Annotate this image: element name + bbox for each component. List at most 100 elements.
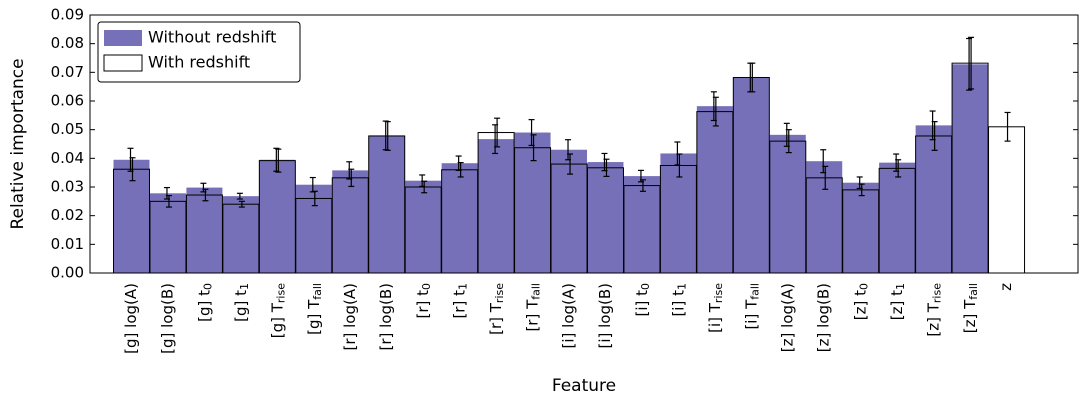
legend-swatch xyxy=(104,30,142,46)
bar xyxy=(514,132,551,273)
x-tick-label: [g] t1 xyxy=(231,283,251,322)
x-tick-label: [z] Tfall xyxy=(961,283,981,333)
bar xyxy=(441,163,478,273)
x-tick-label-main: [i] t xyxy=(669,290,687,317)
x-tick-label: [r] t0 xyxy=(414,283,434,319)
x-tick-label: [g] Tfall xyxy=(304,283,324,335)
error-bar xyxy=(567,153,574,175)
x-tick-label-sub: 1 xyxy=(457,283,470,290)
x-tick-label-sub: rise xyxy=(274,283,287,303)
x-tick-label-sub: rise xyxy=(493,283,506,303)
x-tick-label: [z] log(A) xyxy=(778,283,796,352)
x-tick-label-sub: 1 xyxy=(675,283,688,290)
error-bar xyxy=(129,157,136,182)
x-tick-label-sub: 0 xyxy=(420,283,433,290)
error-bar xyxy=(236,192,243,200)
error-bar xyxy=(639,179,646,192)
error-bar xyxy=(238,200,245,208)
error-bar xyxy=(895,159,902,178)
bar xyxy=(295,184,332,273)
x-tick-label: [i] Tfall xyxy=(742,283,762,330)
bar xyxy=(988,126,1026,274)
y-tick-label: 0.00 xyxy=(51,264,84,282)
x-axis-label: Feature xyxy=(552,376,616,396)
bar xyxy=(259,159,296,273)
legend-box xyxy=(97,21,301,83)
error-bar xyxy=(530,134,537,162)
error-bar xyxy=(1004,111,1011,142)
bar xyxy=(660,153,697,273)
x-tick-label-main: [z] t xyxy=(888,290,906,320)
x-tick-label: [g] t0 xyxy=(195,283,215,322)
y-tick-label: 0.01 xyxy=(51,235,84,253)
x-tick-label-sub: fall xyxy=(311,283,324,300)
x-tick-label-main: [g] T xyxy=(304,299,322,335)
bar xyxy=(222,196,259,273)
bar xyxy=(842,182,879,273)
error-bar xyxy=(494,117,501,148)
legend-swatch xyxy=(103,54,143,72)
x-tick-label: [g] log(B) xyxy=(158,283,176,354)
error-bar xyxy=(457,162,464,178)
x-tick-label: [z] log(B) xyxy=(815,283,833,352)
y-axis-label: Relative importance xyxy=(8,58,28,229)
y-tick-label: 0.09 xyxy=(51,6,84,24)
error-bar xyxy=(749,62,756,93)
error-bar xyxy=(348,168,355,188)
x-tick-label: [i] log(B) xyxy=(596,283,614,349)
y-tick-label: 0.06 xyxy=(51,92,84,110)
x-tick-label-main: [g] t xyxy=(231,290,249,322)
bar xyxy=(769,134,806,273)
error-bar xyxy=(311,190,318,207)
x-tick-label-sub: 0 xyxy=(858,283,871,290)
x-tick-label-sub: 0 xyxy=(639,283,652,290)
bar xyxy=(587,162,624,273)
bar xyxy=(113,159,150,273)
x-tick-label-main: [g] t xyxy=(195,290,213,322)
y-tick-label: 0.08 xyxy=(51,34,84,52)
x-tick-label: [z] t1 xyxy=(888,283,908,320)
bar xyxy=(368,135,405,273)
x-tick-label-main: [g] T xyxy=(268,302,286,338)
error-bar xyxy=(603,158,610,177)
error-bar xyxy=(384,121,391,151)
x-tick-label: [i] t0 xyxy=(632,283,652,317)
error-bar xyxy=(712,96,719,127)
bar xyxy=(405,180,442,273)
x-tick-label: [r] log(A) xyxy=(341,283,359,350)
legend-label: Without redshift xyxy=(148,28,276,47)
error-bar xyxy=(676,153,683,178)
error-bar xyxy=(202,188,209,202)
x-tick-label-main: [r] T xyxy=(487,302,505,335)
legend-label: With redshift xyxy=(148,53,250,72)
bar xyxy=(696,106,733,273)
plot-frame xyxy=(89,14,1079,274)
bar xyxy=(332,170,369,273)
x-tick-label-sub: 1 xyxy=(894,283,907,290)
y-tick-label: 0.07 xyxy=(51,63,84,81)
error-bar xyxy=(165,195,172,208)
y-tick-label: 0.05 xyxy=(51,120,84,138)
x-tick-label-main: [r] t xyxy=(414,290,432,319)
error-bar xyxy=(275,148,282,173)
x-tick-label: [r] Tfall xyxy=(523,283,543,332)
x-tick-label-sub: fall xyxy=(530,283,543,300)
x-tick-label-main: [i] T xyxy=(742,299,760,330)
bar xyxy=(806,161,843,273)
x-tick-label-sub: 0 xyxy=(201,283,214,290)
x-tick-label: z xyxy=(997,283,1015,291)
x-tick-label-main: [r] T xyxy=(523,299,541,332)
x-tick-label: [g] log(A) xyxy=(122,283,140,354)
x-tick-label: [i] log(A) xyxy=(560,283,578,348)
x-tick-label-main: [z] T xyxy=(961,299,979,333)
x-tick-label-main: [i] T xyxy=(705,302,723,333)
x-tick-label-main: [z] t xyxy=(851,290,869,320)
x-tick-label-sub: fall xyxy=(967,283,980,300)
x-tick-label: [i] t1 xyxy=(669,283,689,317)
bar xyxy=(478,139,515,273)
x-tick-label-sub: rise xyxy=(712,283,725,303)
error-bar xyxy=(822,165,829,190)
x-tick-label: [r] Trise xyxy=(487,283,507,335)
bar xyxy=(186,187,223,273)
